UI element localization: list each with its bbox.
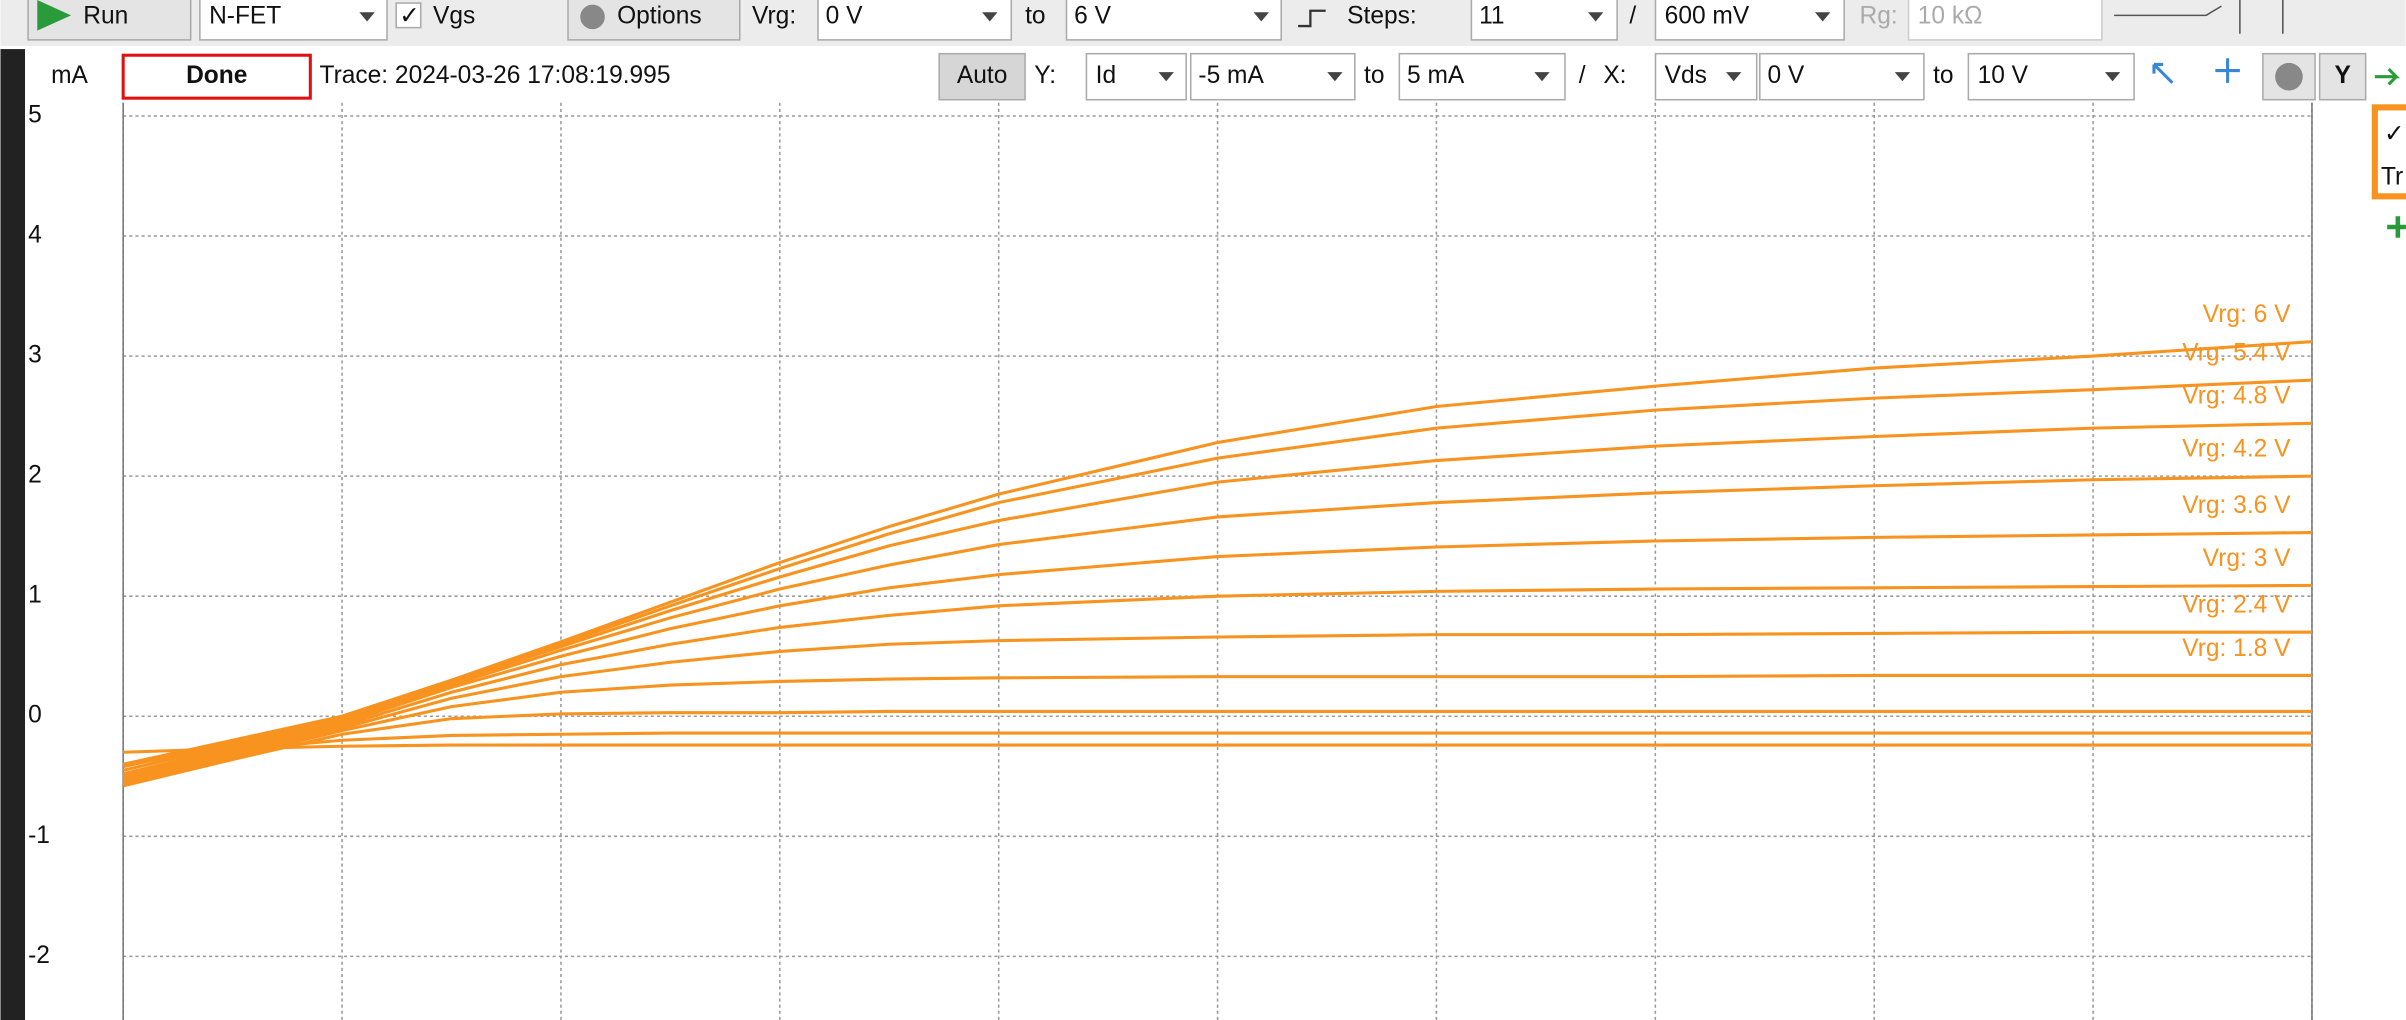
vgs-label: Vgs: [433, 2, 475, 29]
rg-field[interactable]: 10 kΩ: [1907, 0, 2103, 41]
step-size-value: 600 mV: [1665, 2, 1750, 29]
slash: /: [1579, 62, 1586, 89]
device-label: N-FET: [209, 2, 281, 29]
cursor-icons[interactable]: [2152, 58, 2240, 84]
y-label: Y:: [1034, 62, 1056, 89]
trace-line: [122, 421, 2312, 772]
plot: 5 4 3 2 1 0 -1 -2 Vrg: 6 V Vrg: 5.4 V Vrg: 4.8 V Vr…: [28, 101, 2313, 1020]
rg-value: 10 kΩ: [1918, 2, 1983, 29]
y-button[interactable]: Y: [2318, 52, 2367, 101]
x-to[interactable]: 10 V: [1967, 52, 2135, 101]
arrow-icon: [2374, 67, 2401, 86]
to-label: to: [1364, 62, 1384, 89]
y-signal-value: Id: [1096, 62, 1116, 89]
unit-label: mA: [51, 62, 88, 89]
status-state: Done: [186, 62, 247, 89]
trace-check: ✓: [2384, 120, 2405, 147]
y-tick-label: 2: [28, 462, 42, 489]
trace-line: [122, 709, 2312, 788]
vrg-label: Vrg:: [752, 2, 796, 29]
fet-symbol: [2114, 0, 2284, 34]
trace-line: [122, 474, 2312, 776]
slash: /: [1629, 2, 1636, 29]
trace-short: Tr: [2381, 163, 2403, 190]
x-signal[interactable]: Vds: [1654, 52, 1758, 101]
steps-field[interactable]: 11: [1470, 0, 1618, 41]
add-trace[interactable]: [2387, 216, 2406, 238]
vrg-to-value: 6 V: [1074, 2, 1111, 29]
auto-label: Auto: [957, 62, 1007, 89]
step-icon: [1298, 9, 1326, 28]
trace-line: [122, 531, 2312, 778]
step-size[interactable]: 600 mV: [1654, 0, 1845, 41]
trace-label: Vrg: 3 V: [2203, 545, 2291, 572]
trace-label: Vrg: 4.2 V: [2182, 436, 2291, 463]
trace-label: Vrg: 2.4 V: [2182, 592, 2291, 619]
y-tick-label: 5: [28, 101, 42, 128]
to-label: to: [1025, 2, 1045, 29]
trace-label: Vrg: 5.4 V: [2182, 340, 2291, 367]
trace-line: [122, 583, 2312, 781]
y-tick-label: 3: [28, 342, 42, 369]
y-to[interactable]: 5 mA: [1398, 52, 1566, 101]
check: ✓: [399, 2, 420, 29]
trace-label: Trace: 2024-03-26 17:08:19.995: [320, 62, 671, 89]
trace-panel[interactable]: [2371, 104, 2406, 200]
y-tick-label: 0: [28, 702, 42, 729]
trace-label: Vrg: 6 V: [2203, 301, 2291, 328]
y-from[interactable]: -5 mA: [1189, 52, 1356, 101]
trace-line: [122, 673, 2312, 785]
vrg-from-value: 0 V: [826, 2, 863, 29]
x-from-value: 0 V: [1767, 62, 1804, 89]
y-tick-label: -1: [28, 822, 50, 849]
y-button-label: Y: [2334, 62, 2350, 89]
x-signal-value: Vds: [1665, 62, 1707, 89]
x-label: X:: [1603, 62, 1626, 89]
y-from-value: -5 mA: [1198, 62, 1264, 89]
trace-label: Vrg: 1.8 V: [2182, 635, 2291, 662]
auto-button[interactable]: Auto: [938, 52, 1026, 101]
trace-line: [122, 630, 2312, 783]
vrg-to[interactable]: 6 V: [1065, 0, 1282, 41]
left-strip: [0, 49, 26, 1020]
y-tick-label: 4: [28, 222, 42, 249]
settings-button[interactable]: [2262, 52, 2316, 101]
rg-label: Rg:: [1859, 2, 1897, 29]
x-from[interactable]: 0 V: [1759, 52, 1925, 101]
device-select[interactable]: N-FET: [199, 0, 388, 41]
y-tick-label: 1: [28, 582, 42, 609]
run-button[interactable]: Run: [27, 0, 192, 41]
options-button[interactable]: Options: [567, 0, 741, 41]
x-to-value: 10 V: [1978, 62, 2029, 89]
y-to-value: 5 mA: [1407, 62, 1465, 89]
vgs-checkbox[interactable]: ✓ Vgs: [395, 2, 475, 29]
trace-label: Vrg: 3.6 V: [2182, 492, 2291, 519]
y-signal[interactable]: Id: [1085, 52, 1187, 101]
to-label: to: [1933, 62, 1953, 89]
status-box: [121, 53, 312, 100]
run-label: Run: [83, 2, 128, 29]
trace-label: Vrg: 4.8 V: [2182, 383, 2291, 410]
steps-value: 11: [1479, 2, 1504, 29]
y-tick-label: -2: [28, 942, 50, 969]
trace-line: [122, 731, 2312, 766]
trace-line: [123, 743, 2312, 754]
steps-label: Steps:: [1347, 2, 1417, 29]
trace-line: [122, 378, 2313, 769]
options-label: Options: [617, 2, 702, 29]
vrg-from[interactable]: 0 V: [817, 0, 1013, 41]
